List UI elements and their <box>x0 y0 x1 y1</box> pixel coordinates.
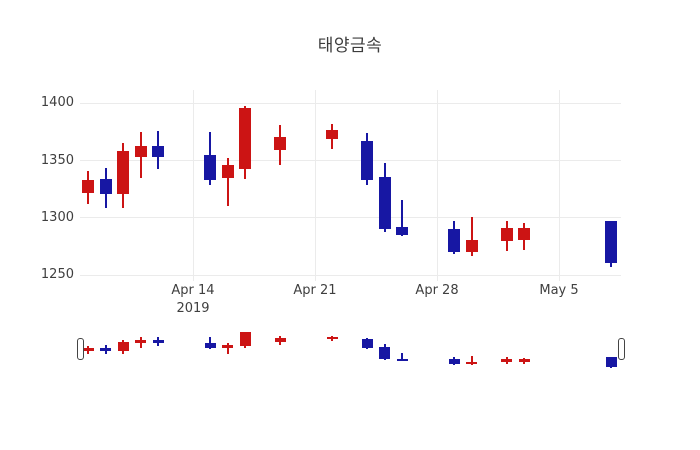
x-tick-label: May 5 <box>539 283 579 298</box>
rangeslider-candle-body <box>204 342 216 349</box>
x-gridline <box>436 90 438 281</box>
candle-body[interactable] <box>448 229 461 253</box>
rangeslider-candle-body <box>361 339 373 349</box>
rangeslider-left-handle[interactable] <box>76 338 84 360</box>
candle-body[interactable] <box>326 129 339 139</box>
candle-body[interactable] <box>99 178 112 194</box>
candle-body[interactable] <box>465 239 478 253</box>
rangeslider-candle-wick <box>401 352 404 361</box>
y-tick-label: 1350 <box>40 152 74 168</box>
candle-body[interactable] <box>221 165 234 178</box>
candle-body[interactable] <box>134 145 147 158</box>
candle-body[interactable] <box>82 180 95 193</box>
rangeslider-candle-body <box>222 344 234 348</box>
candle-body[interactable] <box>518 228 531 240</box>
rangeslider-candle-body <box>239 332 251 346</box>
candle-body[interactable] <box>500 228 513 241</box>
candle-body[interactable] <box>239 107 252 169</box>
candle-body[interactable] <box>152 145 165 158</box>
rangeslider-candle-wick <box>470 356 473 366</box>
y-tick-label: 1300 <box>40 209 74 225</box>
x-gridline <box>558 90 560 281</box>
x-gridline <box>192 90 194 281</box>
rangeslider-candle-body <box>448 359 460 365</box>
y-gridline <box>80 274 621 276</box>
rangeslider-candle-body <box>396 358 408 361</box>
y-tick-label: 1400 <box>40 95 74 111</box>
rangeslider-right-handle[interactable] <box>617 338 625 360</box>
rangeslider-candle-body <box>501 358 513 362</box>
candle-body[interactable] <box>361 141 374 181</box>
candle-body[interactable] <box>117 151 130 194</box>
candle-body[interactable] <box>204 154 217 181</box>
rangeslider-candle-body <box>135 340 147 344</box>
rangeslider-candle-body <box>379 347 391 360</box>
rangeslider-candle-body <box>326 336 338 339</box>
rangeslider-candle-wick <box>226 343 229 355</box>
rangeslider-candle-body <box>100 347 112 352</box>
candle-body[interactable] <box>274 136 287 151</box>
chart-title: 태양금속 <box>317 36 383 56</box>
x-tick-label: Apr 28 <box>415 283 459 298</box>
rangeslider-candle-body <box>466 361 478 365</box>
candle-wick[interactable] <box>470 216 473 256</box>
rangeslider-candle-body <box>518 358 530 362</box>
rangeslider-candle-body <box>605 357 617 367</box>
x-gridline <box>314 90 316 281</box>
rangeslider-candle-body <box>274 338 286 342</box>
rangeslider-candle-body <box>82 348 94 351</box>
candle-wick[interactable] <box>226 158 229 207</box>
rangeslider-candle-body <box>117 341 129 352</box>
candle-body[interactable] <box>396 227 409 236</box>
y-gridline <box>80 217 621 219</box>
candle-wick[interactable] <box>401 199 404 237</box>
y-tick-label: 1250 <box>40 267 74 283</box>
x-tick-label: Apr 21 <box>293 283 337 298</box>
candle-body[interactable] <box>378 176 391 230</box>
x-tick-sublabel: 2019 <box>176 301 210 316</box>
rangeslider-candle-body <box>152 340 164 344</box>
y-gridline <box>80 160 621 162</box>
x-tick-label: Apr 14 <box>171 283 215 298</box>
y-gridline <box>80 102 621 104</box>
candle-body[interactable] <box>605 221 618 263</box>
